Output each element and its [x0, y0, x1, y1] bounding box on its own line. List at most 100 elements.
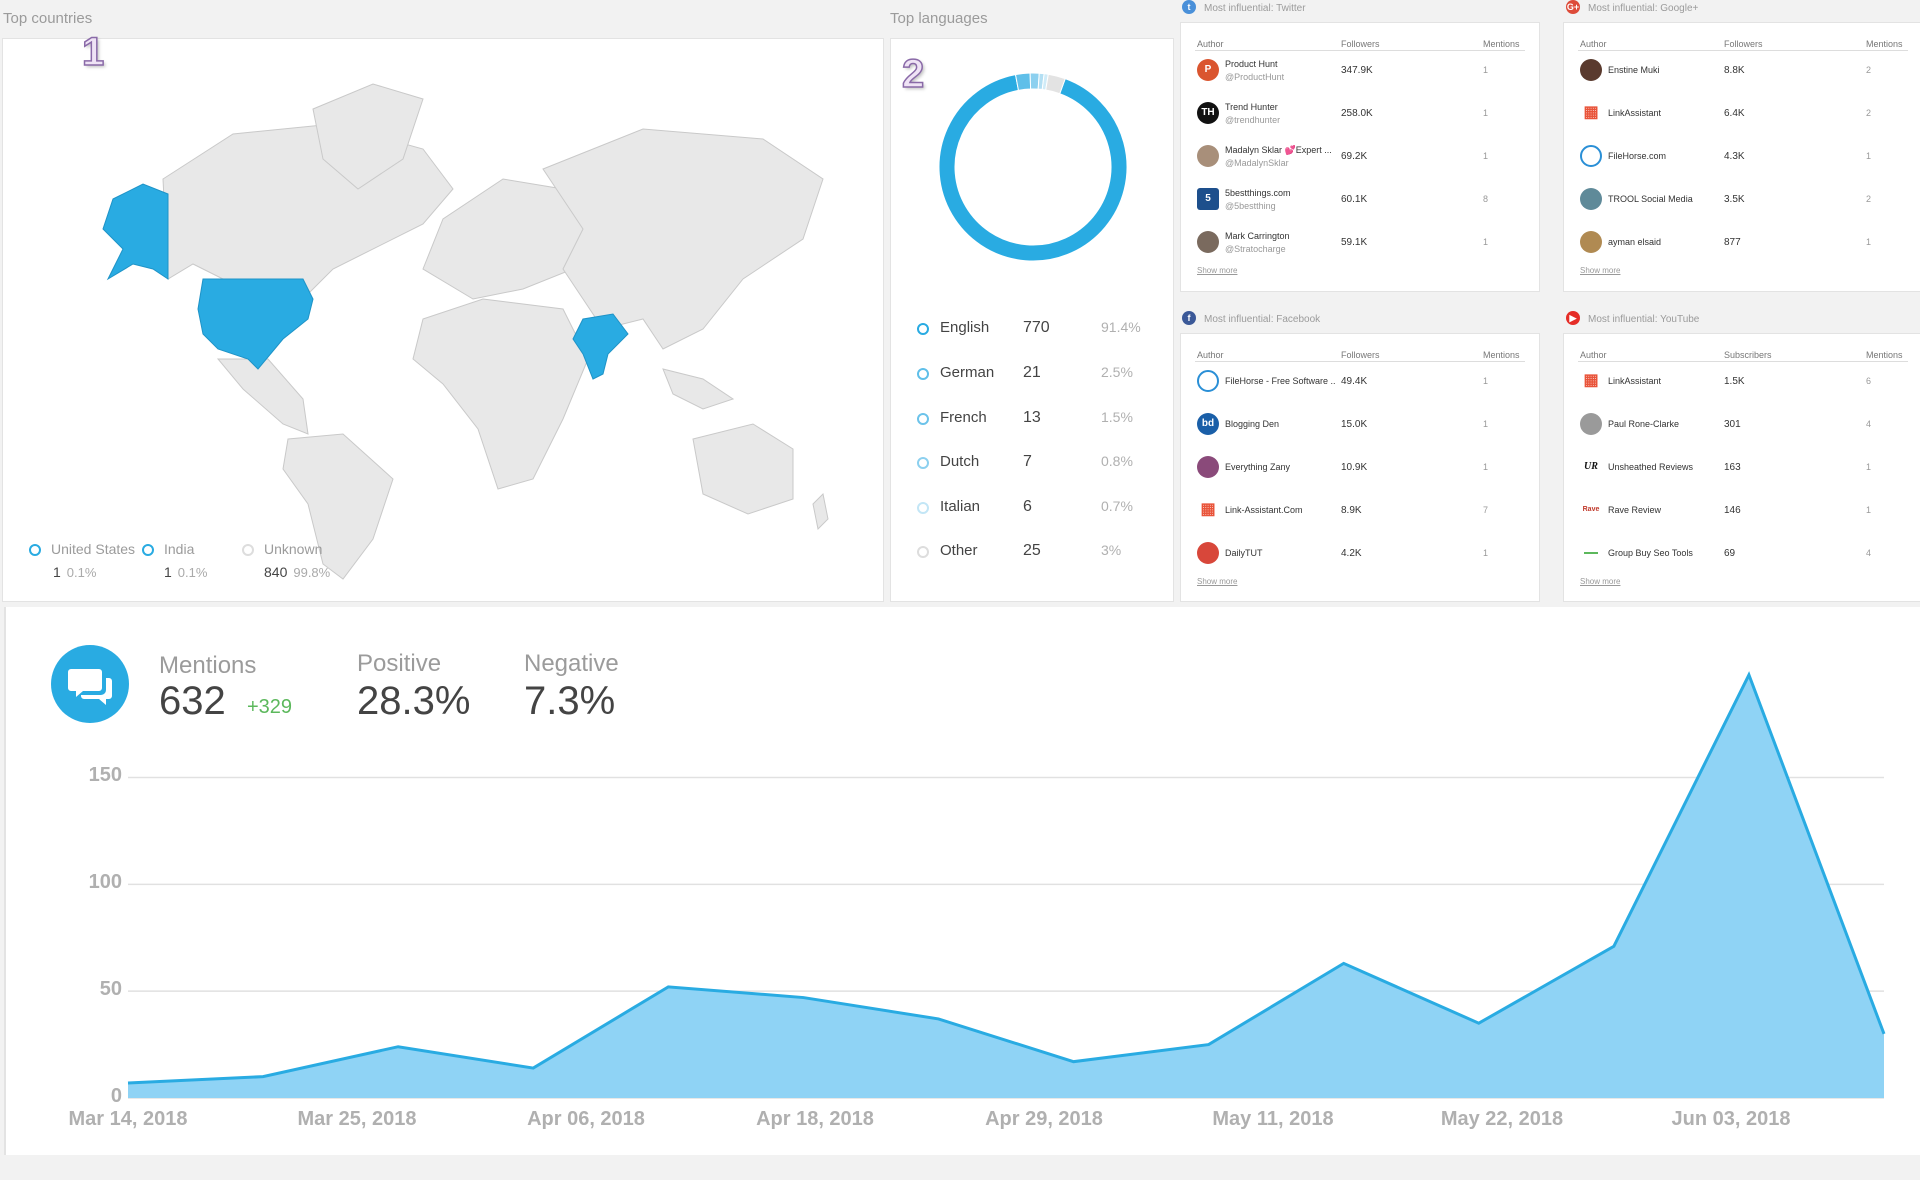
donut-slice-german[interactable] [1014, 72, 1032, 91]
twitter-icon: t [1182, 0, 1196, 14]
author-row[interactable]: Rave Rave Review 146 1 [1580, 496, 1910, 526]
x-tick-label: Jun 03, 2018 [1671, 1108, 1791, 1130]
followers-count: 8.9K [1341, 505, 1362, 516]
map-new-zealand[interactable] [812, 492, 829, 531]
lang-row[interactable]: Dutch 7 0.8% [917, 452, 1147, 472]
followers-count: 1.5K [1724, 376, 1745, 387]
positive-value: 28.3% [357, 679, 471, 723]
author-row[interactable]: Madalyn Sklar 💕Expert ... @MadalynSklar … [1197, 142, 1527, 172]
mentions-count: 4 [1866, 548, 1872, 558]
mentions-label: Mentions [159, 652, 257, 679]
avatar: ▦ [1580, 102, 1602, 124]
header-divider [1195, 361, 1525, 362]
author-row[interactable]: ▦ Link-Assistant.Com 8.9K 7 [1197, 496, 1527, 526]
author-row[interactable]: Group Buy Seo Tools 69 4 [1580, 539, 1910, 569]
author-row[interactable]: ▦ LinkAssistant 1.5K 6 [1580, 367, 1910, 397]
author-row[interactable]: FileHorse - Free Software ... 49.4K 1 [1197, 367, 1527, 397]
author-name: DailyTUT [1225, 548, 1263, 558]
lang-count: 25 [1023, 542, 1041, 559]
map-australia[interactable] [692, 423, 794, 515]
lang-dot [917, 502, 929, 514]
countries-panel: United States 1 0.1% India 1 0.1% Unknown … [2, 38, 884, 602]
lang-name: English [940, 319, 990, 336]
map-canada[interactable] [162, 123, 454, 300]
avatar [1197, 542, 1219, 564]
mentions-count: 1 [1483, 376, 1489, 386]
map-south-america[interactable] [282, 433, 394, 580]
legend-value-unknown: 840 99.8% [264, 564, 331, 580]
col-header: Followers [1724, 39, 1763, 49]
donut-slice-english[interactable] [938, 74, 1128, 262]
author-row[interactable]: TH Trend Hunter @trendhunter 258.0K 1 [1197, 99, 1527, 129]
x-tick-label: Apr 29, 2018 [985, 1108, 1103, 1130]
lang-row[interactable]: German 21 2.5% [917, 363, 1147, 383]
donut-slice-other[interactable] [1045, 73, 1066, 95]
mentions-count: 1 [1483, 462, 1489, 472]
lang-dot [917, 323, 929, 335]
map-united-states[interactable] [197, 278, 314, 370]
map-india[interactable] [572, 313, 629, 380]
show-more-link[interactable]: Show more [1197, 266, 1238, 275]
languages-donut [938, 72, 1128, 262]
lang-row[interactable]: Italian 6 0.7% [917, 497, 1147, 517]
mentions-count: 1 [1483, 548, 1489, 558]
map-southeast-asia[interactable] [662, 368, 735, 410]
author-row[interactable]: Enstine Muki 8.8K 2 [1580, 56, 1910, 86]
lang-row[interactable]: English 770 91.4% [917, 318, 1147, 338]
author-row[interactable]: bd Blogging Den 15.0K 1 [1197, 410, 1527, 440]
map-greenland[interactable] [312, 83, 424, 190]
section-badge-1: 1 [81, 29, 105, 75]
author-row[interactable]: UR Unsheathed Reviews 163 1 [1580, 453, 1910, 483]
lang-count: 770 [1023, 319, 1050, 336]
author-row[interactable]: Paul Rone-Clarke 301 4 [1580, 410, 1910, 440]
author-name: ayman elsaid [1608, 237, 1662, 247]
followers-count: 4.3K [1724, 151, 1745, 162]
mentions-count: 8 [1483, 194, 1489, 204]
header-divider [1578, 50, 1908, 51]
lang-row[interactable]: French 13 1.5% [917, 408, 1147, 428]
followers-count: 146 [1724, 505, 1741, 516]
followers-count: 60.1K [1341, 194, 1368, 205]
lang-row[interactable]: Other 25 3% [917, 541, 1147, 561]
author-row[interactable]: DailyTUT 4.2K 1 [1197, 539, 1527, 569]
map-asia[interactable] [542, 128, 824, 350]
world-map[interactable] [3, 39, 883, 601]
followers-count: 4.2K [1341, 548, 1362, 559]
followers-count: 69 [1724, 548, 1736, 559]
legend-value-india: 1 0.1% [164, 564, 208, 580]
author-row[interactable]: ayman elsaid 877 1 [1580, 228, 1910, 258]
mentions-count: 2 [1866, 108, 1872, 118]
show-more-link[interactable]: Show more [1197, 577, 1238, 586]
legend-name-india: India [164, 541, 195, 557]
followers-count: 258.0K [1341, 108, 1373, 119]
author-row[interactable]: P Product Hunt @ProductHunt 347.9K 1 [1197, 56, 1527, 86]
show-more-link[interactable]: Show more [1580, 577, 1621, 586]
author-row[interactable]: Everything Zany 10.9K 1 [1197, 453, 1527, 483]
map-alaska[interactable] [102, 183, 169, 281]
author-name: Mark Carrington [1225, 231, 1290, 241]
author-name: FileHorse.com [1608, 151, 1667, 161]
avatar [1197, 231, 1219, 253]
col-header: Followers [1341, 350, 1380, 360]
facebook-icon: f [1182, 311, 1196, 325]
legend-dot-india [142, 544, 154, 556]
author-row[interactable]: FileHorse.com 4.3K 1 [1580, 142, 1910, 172]
languages-panel [890, 38, 1174, 602]
map-africa[interactable] [412, 298, 589, 490]
mentions-count: 1 [1483, 151, 1489, 161]
lang-pct: 2.5% [1101, 364, 1133, 380]
languages-title: Top languages [890, 10, 988, 27]
avatar: 5 [1197, 188, 1219, 210]
author-row[interactable]: TROOL Social Media 3.5K 2 [1580, 185, 1910, 215]
avatar [1580, 59, 1602, 81]
author-name: Paul Rone-Clarke [1608, 419, 1680, 429]
map-central-america[interactable] [216, 358, 309, 435]
author-row[interactable]: 5 5bestthings.com @5bestthing 60.1K 8 [1197, 185, 1527, 215]
avatar: TH [1197, 102, 1219, 124]
author-row[interactable]: ▦ LinkAssistant 6.4K 2 [1580, 99, 1910, 129]
author-row[interactable]: Mark Carrington @Stratocharge 59.1K 1 [1197, 228, 1527, 258]
lang-dot [917, 546, 929, 558]
y-tick-label: 0 [110, 1085, 122, 1107]
show-more-link[interactable]: Show more [1580, 266, 1621, 275]
lang-name: Italian [940, 498, 981, 515]
